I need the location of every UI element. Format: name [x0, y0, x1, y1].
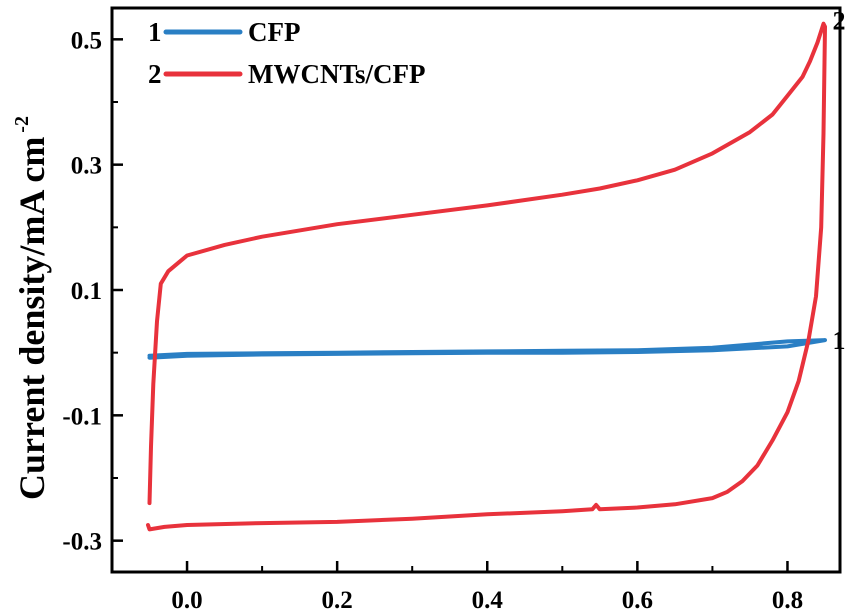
series-line-1	[147, 338, 827, 360]
y-tick-label: 0.1	[71, 278, 102, 305]
x-tick-label: 0.8	[772, 587, 803, 614]
x-tick-label: 0.4	[472, 587, 504, 614]
series-line-2	[146, 21, 827, 532]
y-tick-label: 0.3	[71, 153, 102, 180]
x-tick-label: 0.0	[171, 587, 202, 614]
curve-annotation-2: 2	[832, 7, 845, 36]
legend-label-2: MWCNTs/CFP	[248, 59, 426, 89]
x-tick-label: 0.6	[622, 587, 653, 614]
x-tick-label: 0.2	[322, 587, 353, 614]
legend-label-1: CFP	[248, 17, 300, 47]
curve-annotation-1: 1	[832, 326, 845, 355]
ticks-layer: 0.0 0.2 0.4 0.6 0.8 -0.3 -0.1 0.1 0.3 0.5	[62, 27, 803, 614]
legend: 1 CFP 2 MWCNTs/CFP	[148, 17, 426, 89]
curves-layer	[146, 21, 827, 532]
legend-index-1: 1	[148, 17, 162, 47]
y-axis-label-superscript: -2	[11, 116, 33, 133]
y-tick-label: -0.1	[62, 403, 102, 430]
y-axis-label-main: Current density/mA cm	[12, 137, 52, 500]
annotations-layer: 12	[832, 7, 845, 356]
legend-index-2: 2	[148, 59, 162, 89]
y-tick-label: -0.3	[62, 529, 102, 556]
y-tick-label: 0.5	[71, 27, 102, 54]
y-axis-label: Current density/mA cm -2	[11, 116, 52, 500]
